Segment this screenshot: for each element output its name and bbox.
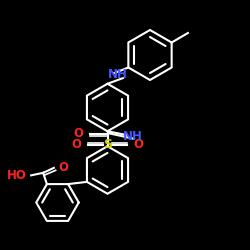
Text: O: O (72, 138, 82, 151)
Text: O: O (133, 138, 143, 151)
Text: O: O (58, 161, 68, 174)
Text: O: O (74, 127, 84, 140)
Text: NH: NH (108, 68, 128, 81)
Text: NH: NH (122, 130, 142, 143)
Text: S: S (103, 138, 112, 151)
Text: HO: HO (7, 169, 27, 182)
